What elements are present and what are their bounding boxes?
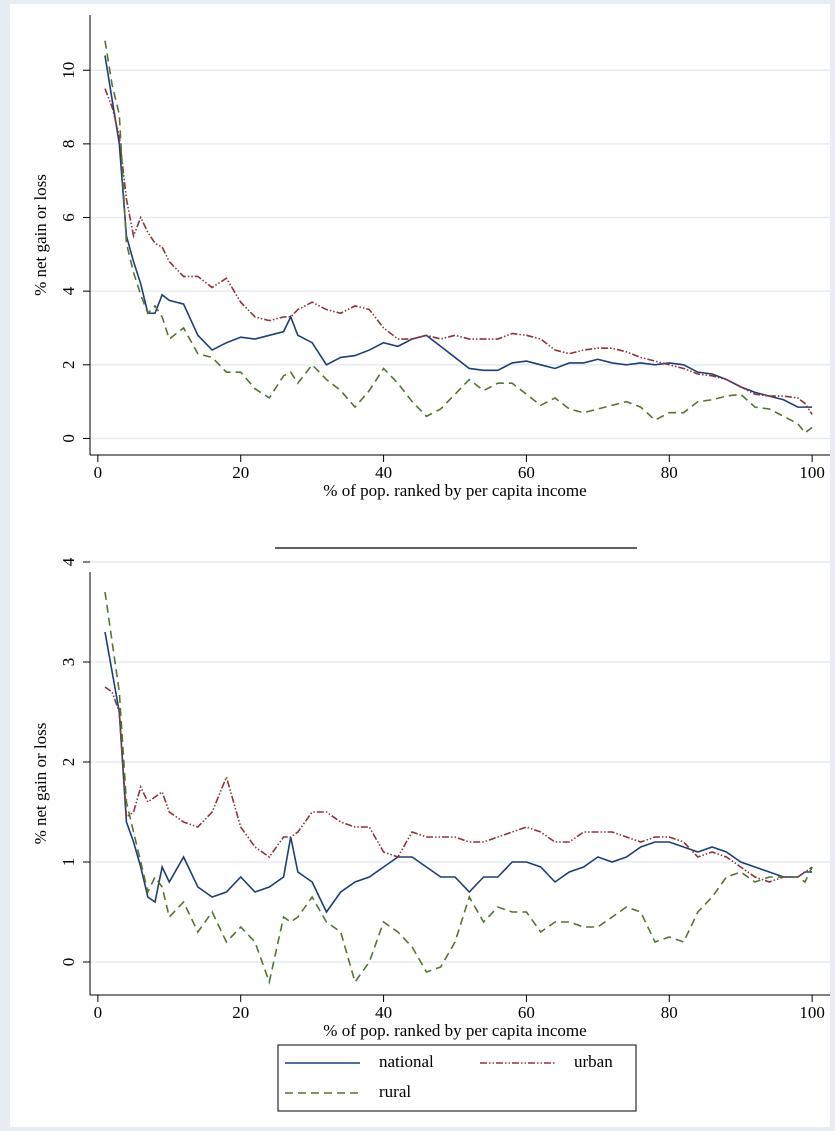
x-tick-label: 80 xyxy=(661,1003,678,1022)
x-tick-label: 40 xyxy=(375,1003,392,1022)
y-tick-label: 4 xyxy=(59,286,78,295)
y-tick-label: 2 xyxy=(59,758,78,767)
x-axis-title: % of pop. ranked by per capita income xyxy=(323,1021,586,1040)
x-tick-label: 60 xyxy=(518,1003,535,1022)
y-tick-label: 0 xyxy=(59,434,78,443)
figure-background xyxy=(10,4,830,1127)
y-tick-label: 10 xyxy=(59,62,78,79)
x-tick-label: 100 xyxy=(799,463,825,482)
legend-label: urban xyxy=(574,1052,613,1071)
x-tick-label: 20 xyxy=(232,1003,249,1022)
x-tick-label: 60 xyxy=(518,463,535,482)
x-tick-label: 0 xyxy=(94,463,103,482)
legend xyxy=(277,1044,637,1112)
y-tick-label: 2 xyxy=(59,361,78,370)
series-line xyxy=(104,686,813,883)
y-tick-label: 8 xyxy=(59,140,78,149)
x-tick-label: 0 xyxy=(94,1003,103,1022)
legend-label: national xyxy=(379,1052,434,1071)
legend-label: rural xyxy=(379,1082,411,1101)
x-tick-label: 100 xyxy=(799,1003,825,1022)
series-line xyxy=(104,88,813,415)
y-tick-label: 1 xyxy=(59,858,78,867)
y-axis-title: % net gain or loss xyxy=(31,723,50,845)
x-tick-label: 20 xyxy=(232,463,249,482)
y-tick-label: 6 xyxy=(59,213,78,222)
y-tick-label: 3 xyxy=(59,658,78,667)
x-axis-title: % of pop. ranked by per capita income xyxy=(323,481,586,500)
y-tick-label: 0 xyxy=(59,958,78,967)
series-line xyxy=(104,40,813,435)
series-line xyxy=(104,591,813,985)
x-tick-label: 80 xyxy=(661,463,678,482)
y-tick-label: 4 xyxy=(59,557,78,566)
y-axis-title: % net gain or loss xyxy=(31,174,50,296)
series-line xyxy=(104,631,813,914)
x-tick-label: 40 xyxy=(375,463,392,482)
